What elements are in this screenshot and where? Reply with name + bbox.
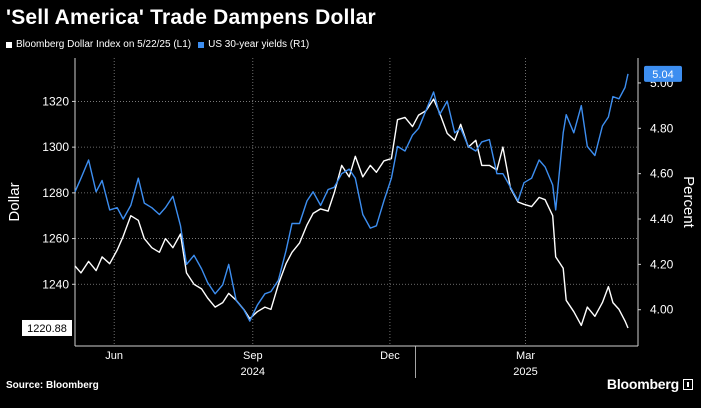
legend-label-dollar-index: Bloomberg Dollar Index on 5/22/25 (L1): [16, 39, 192, 50]
left-tick-label: 1320: [42, 94, 69, 108]
right-tick-label: 4.60: [650, 167, 674, 181]
brand-wordmark: Bloomberg: [606, 376, 679, 392]
right-tick-label: 4.40: [650, 212, 674, 226]
right-tick-label: 4.00: [650, 303, 674, 317]
series-line-30y-yields: [74, 73, 629, 322]
left-tick-label: 1280: [42, 186, 69, 200]
left-tick-label: 1300: [42, 140, 69, 154]
last-value-box-right: [644, 65, 682, 82]
left-tick-label: 1260: [42, 232, 69, 246]
right-tick-label: 4.20: [650, 257, 674, 271]
brand-icon: [683, 379, 693, 390]
last-value-label-left: 1220.88: [27, 323, 67, 335]
x-tick-label: Mar: [516, 350, 535, 362]
last-value-label-right: 5.04: [652, 69, 673, 81]
left-tick-label: 1240: [42, 277, 69, 291]
legend: Bloomberg Dollar Index on 5/22/25 (L1) U…: [6, 39, 316, 50]
right-tick-label: 4.80: [650, 121, 674, 135]
legend-item-dollar-index: Bloomberg Dollar Index on 5/22/25 (L1): [6, 39, 191, 50]
x-year-label: 2024: [241, 366, 265, 378]
chart-title: 'Sell America' Trade Dampens Dollar: [6, 6, 376, 29]
last-value-box-left: [22, 319, 72, 336]
x-year-label: 2025: [513, 366, 537, 378]
left-axis-title: Dollar: [6, 182, 23, 221]
series-line-dollar-index: [74, 98, 629, 329]
x-tick-label: Sep: [243, 350, 263, 362]
legend-item-30y-yields: US 30-year yields (R1): [198, 39, 309, 50]
legend-swatch-dollar-index: [6, 41, 12, 48]
brand-logo: Bloomberg: [607, 376, 693, 392]
legend-label-30y-yields: US 30-year yields (R1): [208, 39, 310, 50]
legend-swatch-30y-yields: [198, 41, 205, 48]
right-axis-title: Percent: [680, 176, 697, 229]
x-tick-label: Jun: [105, 350, 123, 362]
source-note: Source: Bloomberg: [6, 380, 99, 391]
x-tick-label: Dec: [380, 350, 400, 362]
